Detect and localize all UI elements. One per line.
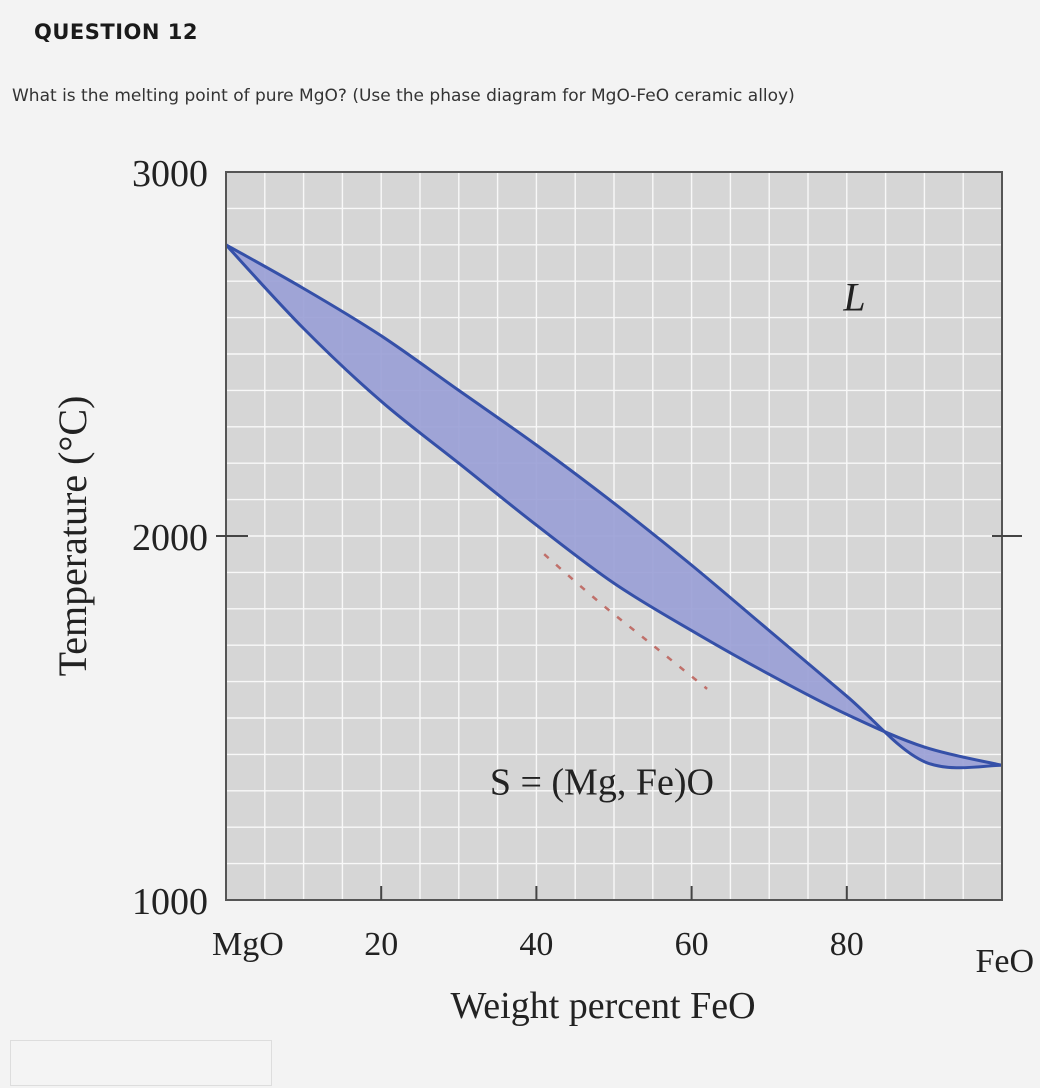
solidus-line — [224, 243, 1003, 767]
x-tick-label: 40 — [519, 926, 553, 963]
x-end-label-right: FeO — [975, 943, 1034, 980]
solid-region-label: S = (Mg, Fe)O — [490, 761, 714, 803]
y-axis-title: Temperature (°C) — [50, 396, 95, 677]
x-tick-label: 80 — [830, 926, 864, 963]
x-tick-label: 60 — [675, 926, 709, 963]
x-end-label-left: MgO — [212, 926, 284, 963]
question-title: QUESTION 12 — [34, 20, 198, 44]
y-tick-label: 1000 — [132, 881, 208, 923]
two-phase-region — [226, 244, 1002, 768]
x-axis-title: Weight percent FeO — [450, 985, 755, 1027]
answer-area[interactable] — [10, 1040, 272, 1086]
x-tick-label: 20 — [364, 926, 398, 963]
grid-lines — [226, 172, 1002, 900]
dashed-boundary-line — [543, 553, 708, 690]
question-text: What is the melting point of pure MgO? (… — [12, 86, 795, 106]
liquidus-line — [225, 243, 1003, 770]
y-tick-label: 2000 — [132, 517, 208, 559]
y-tick-label: 3000 — [132, 153, 208, 195]
liquid-region-label: L — [842, 274, 865, 319]
